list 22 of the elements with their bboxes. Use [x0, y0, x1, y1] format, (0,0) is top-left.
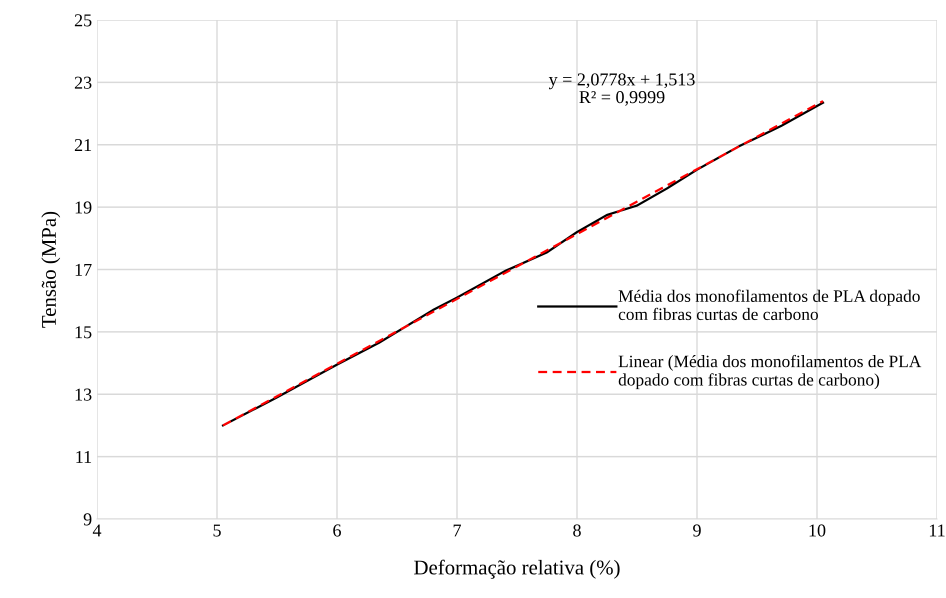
y-tick-label: 23 — [74, 76, 92, 89]
x-tick-label: 11 — [930, 524, 945, 536]
y-tick-label: 11 — [76, 450, 92, 463]
y-tick-label: 19 — [76, 201, 92, 214]
x-tick-label: 9 — [693, 524, 701, 537]
legend-label: Linear (Média dos monofilamentos de PLA dopado com fibras curtas de carbono) — [618, 354, 922, 390]
x-axis-title: Deformação relativa (%) — [414, 560, 620, 579]
y-tick-label: 15 — [76, 326, 92, 338]
x-tick-label: 10 — [810, 524, 826, 537]
y-axis-title: Tensão (MPa) — [41, 212, 60, 328]
y-tick-label: 25 — [74, 14, 92, 26]
y-tick-label: 21 — [74, 139, 92, 152]
x-tick-label: 6 — [333, 524, 341, 537]
y-tick-label: 13 — [76, 388, 92, 401]
x-tick-label: 7 — [454, 524, 461, 536]
x-tick-label: 5 — [214, 524, 221, 537]
y-tick-label: 17 — [76, 264, 92, 276]
x-tick-label: 8 — [573, 524, 581, 537]
legend-label: Média dos monofilamentos de PLA dopado com fibras curtas de carbono — [618, 290, 920, 320]
x-tick-label: 4 — [92, 524, 102, 536]
y-tick-label: 9 — [84, 513, 92, 526]
annotation: y = 2,0778x + 1,513 R² = 0,9999 — [548, 73, 695, 106]
